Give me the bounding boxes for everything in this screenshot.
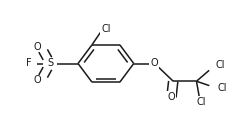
Text: O: O (167, 92, 175, 102)
Text: S: S (47, 59, 53, 68)
Text: Cl: Cl (215, 60, 224, 70)
Text: Cl: Cl (101, 25, 111, 34)
Text: Cl: Cl (196, 97, 206, 107)
Text: F: F (26, 59, 31, 68)
Text: Cl: Cl (217, 83, 227, 93)
Text: O: O (33, 42, 41, 52)
Text: O: O (151, 59, 158, 68)
Text: O: O (33, 75, 41, 85)
